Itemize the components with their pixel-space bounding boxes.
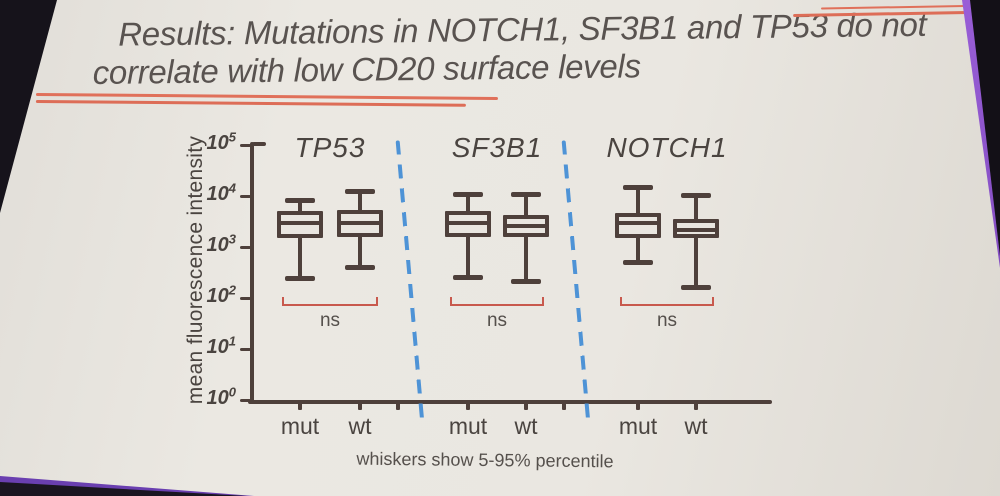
ns-bracket [450,297,544,306]
x-axis-tick [466,401,470,410]
whisker-cap-top [623,185,653,191]
whisker-cap-top [681,192,711,198]
y-axis-top-tick [252,142,266,146]
x-axis-tick [524,401,528,410]
x-axis-tick [636,401,640,410]
whisker-cap-bottom [623,260,653,266]
chart-footnote: whiskers show 5-95% percentile [356,448,614,472]
x-tick-label: mut [448,413,488,439]
whisker-cap-bottom [285,275,315,281]
whisker-cap-bottom [511,278,541,284]
whisker-cap-bottom [345,265,375,271]
x-axis-tick [396,401,400,410]
x-axis-tick [298,401,302,410]
whisker-cap-top [453,191,483,197]
box-rect [277,211,323,238]
ns-bracket [282,297,378,306]
median-line [281,220,319,225]
x-tick-label: wt [684,413,708,439]
x-tick-label: mut [618,413,658,439]
gene-label-sf3b1: SF3B1 [451,132,543,163]
y-axis-tick [240,297,251,300]
x-tick-label: wt [514,413,538,439]
x-tick-label: wt [348,413,372,439]
median-line [449,220,487,225]
gene-label-notch1: NOTCH1 [606,132,728,163]
x-tick-label: mut [280,413,320,439]
median-line [341,221,379,226]
y-axis-tick [240,348,251,351]
whisker-cap-bottom [681,284,711,290]
median-line [677,228,715,233]
whisker-cap-bottom [453,274,483,280]
gene-label-tp53: TP53 [294,132,366,163]
y-axis-tick [240,195,251,198]
whisker-cap-top [511,191,541,197]
whisker-line [298,199,302,278]
y-tick-label: 102 [206,282,236,307]
whisker-line [694,194,698,287]
ns-bracket [620,297,714,306]
whisker-cap-top [345,189,375,195]
x-axis-tick [562,401,566,410]
median-line [507,223,545,228]
y-axis-line [250,142,254,404]
y-axis-tick [240,246,251,249]
ns-label: ns [486,310,508,331]
y-tick-label: 103 [206,231,236,256]
x-axis-line [248,400,772,404]
x-axis-tick [694,401,698,410]
ns-label: ns [319,310,341,331]
median-line [619,221,657,226]
y-tick-label: 105 [206,129,236,154]
y-tick-label: 101 [206,333,236,358]
y-axis-tick [240,399,251,402]
y-axis-tick [240,144,251,147]
whisker-line [524,193,528,281]
x-axis-tick [358,401,362,410]
ns-label: ns [656,310,678,331]
y-tick-label: 100 [206,384,236,409]
y-tick-label: 104 [206,180,236,205]
whisker-cap-top [285,197,315,203]
